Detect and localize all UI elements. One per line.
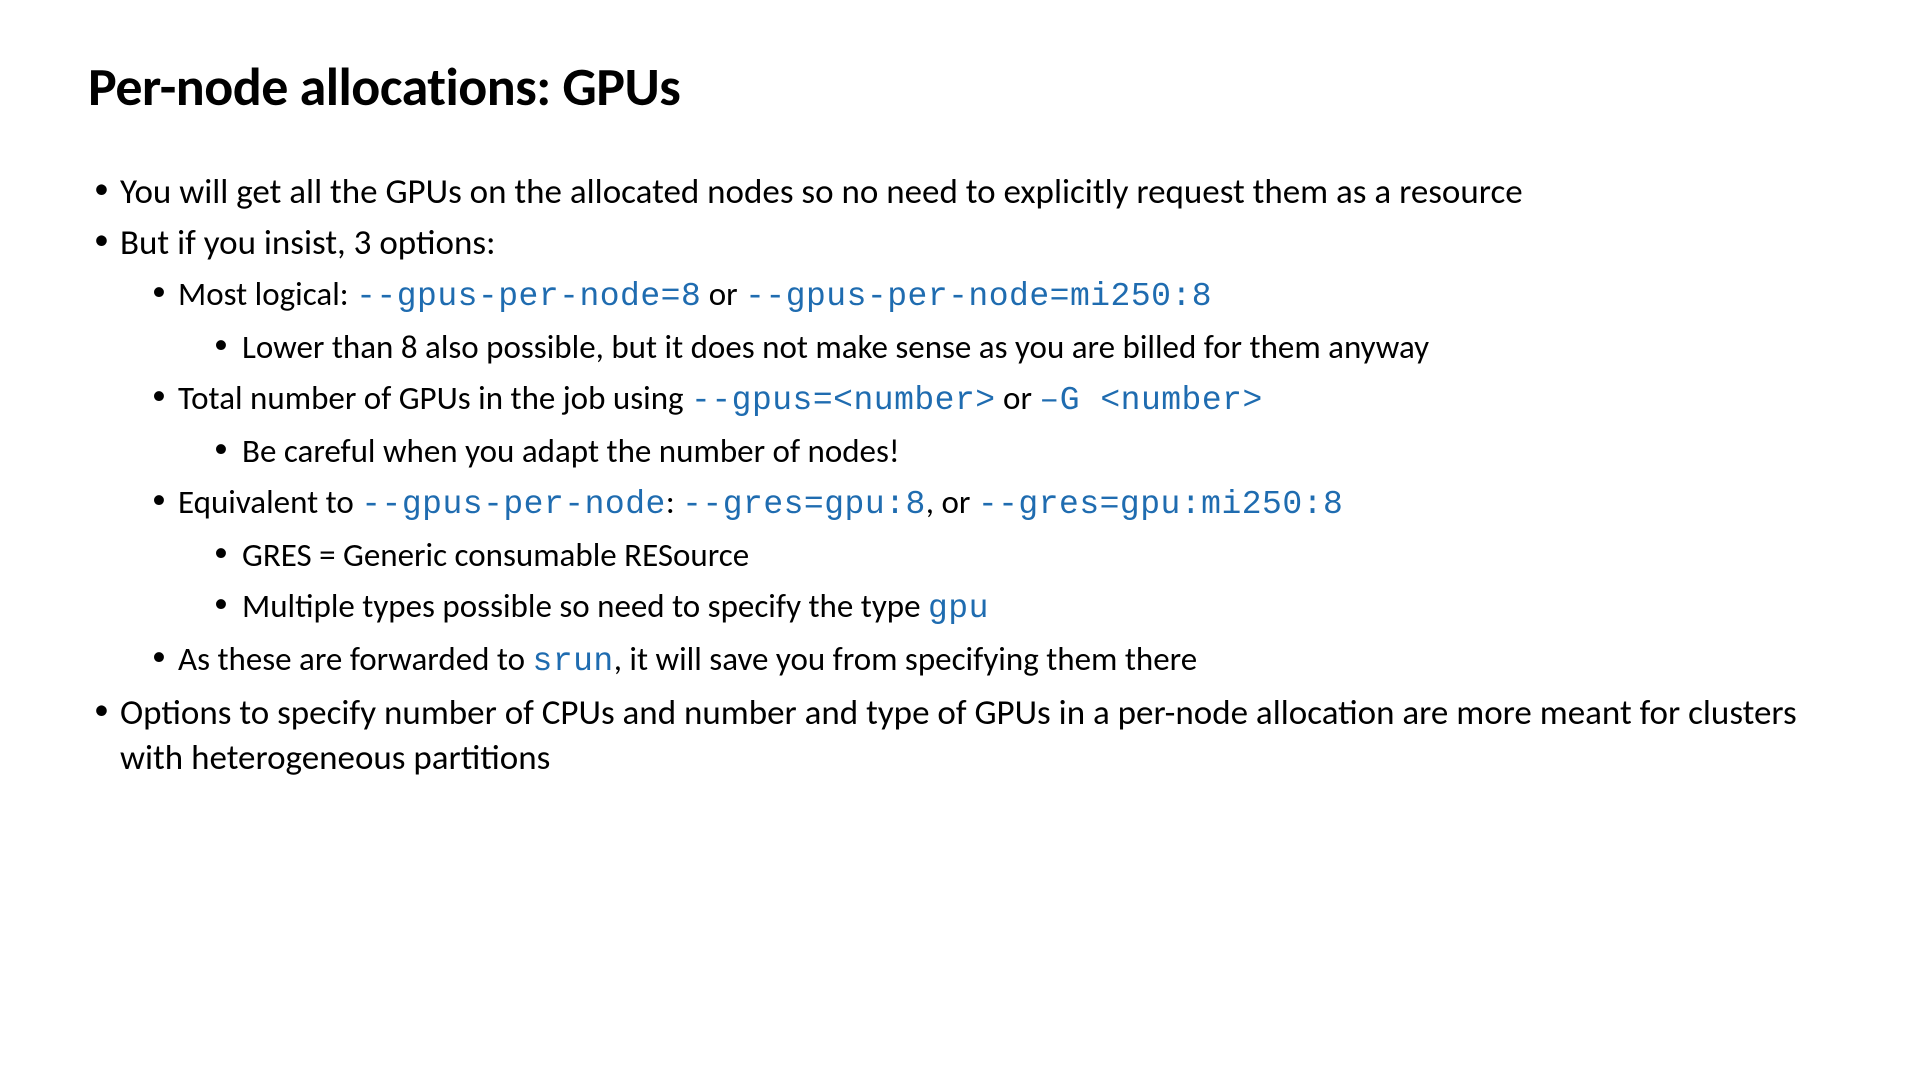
bullet-text: , it will save you from specifying them …: [614, 639, 1197, 679]
bullet-item: Equivalent to --gpus-per-node: --gres=gp…: [146, 480, 1832, 632]
code-text: –G <number>: [1039, 382, 1262, 419]
bullet-text: As these are forwarded to: [178, 639, 533, 679]
code-text: --gpus=<number>: [691, 382, 996, 419]
bullet-item: Most logical: --gpus-per-node=8 or --gpu…: [146, 272, 1832, 370]
bullet-list: You will get all the GPUs on the allocat…: [88, 170, 1832, 781]
code-text: srun: [533, 643, 614, 680]
bullet-item: GRES = Generic consumable RESource: [208, 533, 1832, 578]
bullet-item: Total number of GPUs in the job using --…: [146, 376, 1832, 474]
bullet-item: Lower than 8 also possible, but it does …: [208, 325, 1832, 370]
bullet-text: But if you insist, 3 options:: [120, 222, 495, 264]
bullet-item: Be careful when you adapt the number of …: [208, 429, 1832, 474]
code-text: --gpus-per-node=mi250:8: [745, 278, 1212, 315]
bullet-sublist: Be careful when you adapt the number of …: [178, 429, 1832, 474]
bullet-text: :: [666, 482, 682, 522]
bullet-sublist: Most logical: --gpus-per-node=8 or --gpu…: [120, 272, 1832, 685]
code-text: --gpus-per-node: [361, 486, 666, 523]
slide-title: Per-node allocations: GPUs: [88, 54, 1832, 120]
bullet-item: As these are forwarded to srun, it will …: [146, 637, 1832, 685]
bullet-text: or: [996, 378, 1040, 418]
bullet-text: Total number of GPUs in the job using: [178, 378, 691, 418]
bullet-text: Most logical:: [178, 274, 356, 314]
code-text: --gres=gpu:8: [682, 486, 926, 523]
bullet-text: Multiple types possible so need to speci…: [242, 586, 928, 626]
bullet-sublist: Lower than 8 also possible, but it does …: [178, 325, 1832, 370]
code-text: --gpus-per-node=8: [356, 278, 701, 315]
bullet-item: But if you insist, 3 options: Most logic…: [88, 221, 1832, 685]
bullet-item: Options to specify number of CPUs and nu…: [88, 691, 1832, 781]
bullet-text: Equivalent to: [178, 482, 361, 522]
bullet-item: You will get all the GPUs on the allocat…: [88, 170, 1832, 215]
code-text: --gres=gpu:mi250:8: [978, 486, 1343, 523]
bullet-item: Multiple types possible so need to speci…: [208, 584, 1832, 632]
bullet-sublist: GRES = Generic consumable RESource Multi…: [178, 533, 1832, 631]
bullet-text: or: [701, 274, 745, 314]
bullet-text: , or: [926, 482, 978, 522]
code-text: gpu: [928, 590, 989, 627]
